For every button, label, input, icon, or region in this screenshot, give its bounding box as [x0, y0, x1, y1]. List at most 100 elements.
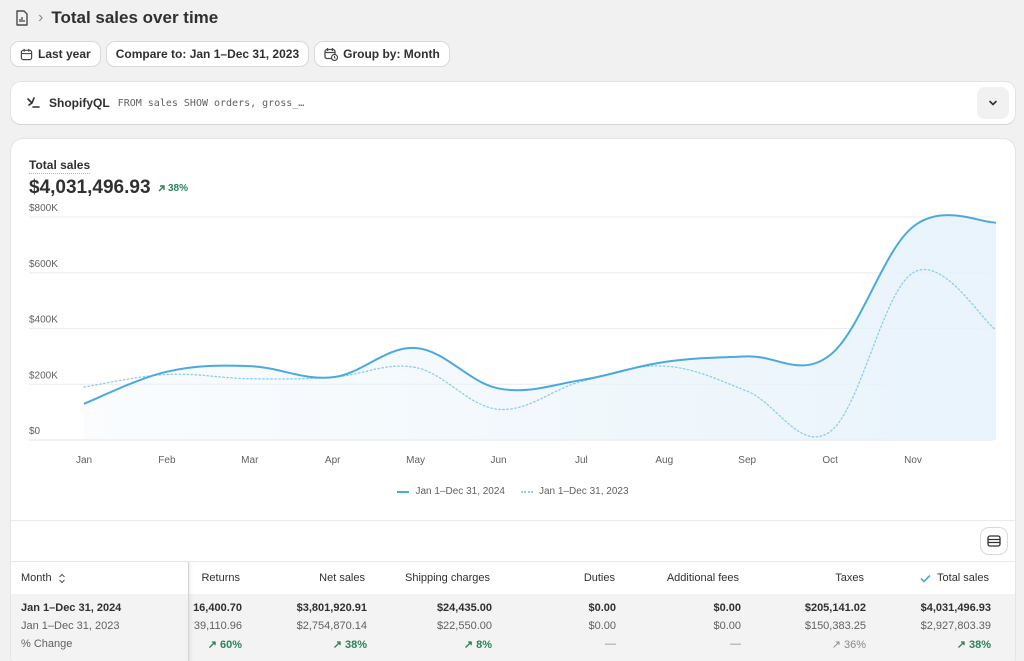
column-header-taxes[interactable]: Taxes	[835, 572, 864, 584]
x-tick-label: Mar	[241, 455, 259, 466]
group-by-button[interactable]: Group by: Month	[315, 42, 449, 66]
cell-additional-fees: $0.00	[713, 620, 741, 632]
y-tick-label: $800K	[29, 203, 58, 214]
filter-bar: Last year Compare to: Jan 1–Dec 31, 2023…	[11, 42, 449, 66]
cell-additional-fees: —	[730, 638, 741, 650]
cell-shipping: $24,435.00	[436, 602, 492, 614]
shopifyql-query-text[interactable]: FROM sales SHOW orders, gross_…	[117, 97, 305, 109]
cell-duties: —	[605, 638, 616, 650]
cell-returns: 39,110.96	[193, 620, 242, 632]
column-header-shipping[interactable]: Shipping charges	[404, 572, 490, 584]
row-label: Jan 1–Dec 31, 2024	[21, 602, 122, 614]
shopifyql-bar[interactable]: ShopifyQL FROM sales SHOW orders, gross_…	[11, 82, 1015, 124]
legend-item-current[interactable]: Jan 1–Dec 31, 2024	[397, 486, 505, 497]
data-point-current[interactable]	[414, 346, 418, 350]
legend-label-current: Jan 1–Dec 31, 2024	[415, 486, 505, 497]
column-header-additional-fees[interactable]: Additional fees	[666, 572, 739, 584]
pct-value: 60%	[219, 639, 242, 651]
arrow-up-right-icon	[158, 185, 165, 192]
metric-change-badge: 38%	[157, 183, 188, 194]
metric-change-value: 38%	[168, 183, 189, 194]
page-header: › Total sales over time	[14, 6, 218, 30]
cell-duties: $0.00	[588, 620, 616, 632]
data-point-current[interactable]	[248, 364, 252, 368]
cell-net-sales: ↗ 38%	[332, 639, 367, 651]
expand-query-button[interactable]	[977, 87, 1009, 119]
x-tick-label: Jun	[490, 455, 506, 466]
x-tick-label: Oct	[822, 455, 838, 466]
pct-value: 38%	[968, 639, 991, 651]
y-tick-label: $0	[29, 426, 41, 437]
x-tick-label: Jan	[76, 455, 92, 466]
data-point-previous[interactable]	[579, 379, 583, 383]
table-columns-button[interactable]	[981, 528, 1007, 554]
current-series-area	[84, 215, 996, 440]
data-point-previous[interactable]	[745, 389, 749, 393]
column-header-total-sales[interactable]: Total sales	[920, 572, 989, 584]
data-point-current[interactable]	[662, 360, 666, 364]
data-point-previous[interactable]	[497, 407, 501, 411]
data-point-previous[interactable]	[662, 364, 666, 368]
date-range-label: Last year	[38, 47, 91, 61]
report-card: Total sales $4,031,496.93 38% $0 $200K $40…	[11, 139, 1015, 661]
data-point-previous[interactable]	[248, 377, 252, 381]
data-point-previous[interactable]	[82, 385, 86, 389]
data-point-current[interactable]	[828, 353, 832, 357]
x-tick-label: Sep	[738, 455, 756, 466]
table-body: Jan 1–Dec 31, 2024 16,400.70 $3,801,920.…	[11, 594, 1015, 661]
row-label: Jan 1–Dec 31, 2023	[21, 620, 120, 632]
report-document-icon[interactable]	[14, 10, 30, 26]
column-header-net-sales[interactable]: Net sales	[319, 572, 365, 584]
legend-item-previous[interactable]: Jan 1–Dec 31, 2023	[521, 486, 629, 497]
cell-total-sales: $2,927,803.39	[920, 620, 991, 632]
x-tick-label: Feb	[158, 455, 176, 466]
cell-shipping: ↗ 8%	[463, 639, 492, 651]
table-row: Jan 1–Dec 31, 2024 16,400.70 $3,801,920.…	[11, 602, 1015, 620]
x-tick-label: May	[406, 455, 425, 466]
data-point-previous[interactable]	[828, 430, 832, 434]
data-point-previous[interactable]	[331, 375, 335, 379]
cell-shipping: $22,550.00	[436, 620, 492, 632]
cell-returns: 16,400.70	[193, 602, 242, 614]
sales-line-chart: $0 $200K $400K $600K $800K Jan Feb Mar Apr May Jun…	[29, 203, 998, 466]
data-point-current[interactable]	[911, 225, 915, 229]
data-point-current[interactable]	[497, 386, 501, 390]
y-tick-label: $400K	[29, 315, 58, 326]
cell-total-sales: ↗ 38%	[956, 639, 991, 651]
breadcrumb-chevron-icon: ›	[38, 9, 44, 26]
data-point-previous[interactable]	[165, 372, 169, 376]
data-point-current[interactable]	[994, 221, 998, 225]
pct-value: 8%	[476, 639, 492, 651]
series-line-current[interactable]	[83, 214, 996, 405]
column-label: Total sales	[937, 572, 989, 584]
pct-value: 38%	[344, 639, 367, 651]
legend-swatch-solid	[397, 490, 410, 493]
data-point-previous[interactable]	[911, 271, 915, 275]
data-point-current[interactable]	[82, 402, 86, 406]
data-point-previous[interactable]	[414, 366, 418, 370]
sort-icon	[58, 573, 65, 583]
compare-label: Compare to: Jan 1–Dec 31, 2023	[115, 47, 300, 61]
cell-taxes: $150,383.25	[804, 620, 866, 632]
table-row: % Change ↗ 60% ↗ 38% ↗ 8% — — ↗ 36% ↗ 38…	[11, 638, 1015, 656]
data-point-previous[interactable]	[994, 328, 998, 332]
column-header-month[interactable]: Month	[21, 572, 66, 584]
table-row: Jan 1–Dec 31, 2023 39,110.96 $2,754,870.…	[11, 620, 1015, 638]
divider	[11, 561, 1015, 562]
cell-duties: $0.00	[588, 602, 616, 614]
column-header-returns[interactable]: Returns	[201, 572, 240, 584]
cell-additional-fees: $0.00	[713, 602, 741, 614]
divider	[11, 520, 1015, 521]
cell-net-sales: $3,801,920.91	[296, 602, 367, 614]
lightning-icon	[27, 97, 40, 108]
compare-button[interactable]: Compare to: Jan 1–Dec 31, 2023	[106, 42, 309, 66]
date-range-button[interactable]: Last year	[11, 42, 100, 66]
calendar-icon	[20, 48, 33, 60]
chart-legend: Jan 1–Dec 31, 2024 Jan 1–Dec 31, 2023	[11, 486, 1015, 497]
column-label: Month	[21, 572, 52, 584]
data-point-current[interactable]	[745, 354, 749, 358]
column-header-duties[interactable]: Duties	[583, 572, 615, 584]
metric-title[interactable]: Total sales	[29, 158, 91, 174]
cell-taxes: $205,141.02	[804, 602, 866, 614]
shopifyql-label: ShopifyQL	[49, 96, 110, 110]
